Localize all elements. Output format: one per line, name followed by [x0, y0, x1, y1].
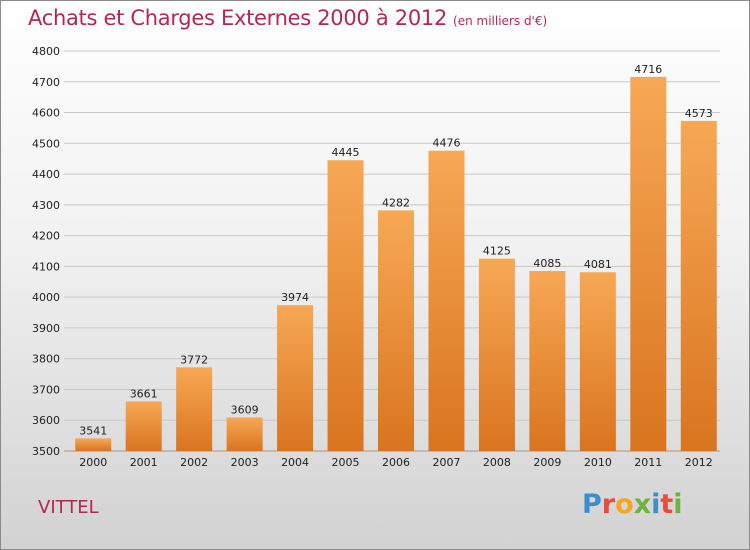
x-tick-label-2006: 2006	[382, 456, 410, 469]
y-tick-label: 3800	[32, 353, 60, 366]
data-label-2008: 4125	[483, 245, 511, 258]
data-label-2001: 3661	[130, 387, 158, 400]
data-label-2006: 4282	[382, 196, 410, 209]
y-tick-label: 4200	[32, 230, 60, 243]
x-tick-label-2003: 2003	[231, 456, 259, 469]
y-tick-label: 4100	[32, 260, 60, 273]
y-tick-label: 3500	[32, 445, 60, 458]
x-tick-label-2004: 2004	[281, 456, 309, 469]
bar-2008[interactable]	[478, 258, 515, 451]
data-label-2000: 3541	[79, 424, 107, 437]
logo-letter: x	[633, 489, 652, 520]
chart-title: Achats et Charges Externes 2000 à 2012 (e…	[28, 6, 547, 30]
x-tick-label-2002: 2002	[180, 456, 208, 469]
y-tick-label: 4700	[32, 76, 60, 89]
bar-2002[interactable]	[176, 367, 213, 451]
data-label-2003: 3609	[231, 403, 259, 416]
x-tick-label-2011: 2011	[634, 456, 662, 469]
bar-2003[interactable]	[226, 417, 263, 451]
x-tick-label-2012: 2012	[685, 456, 713, 469]
x-tick-label-2009: 2009	[533, 456, 561, 469]
bars-layer	[75, 76, 717, 451]
logo-letter: i	[651, 489, 661, 520]
y-tick-label: 4300	[32, 199, 60, 212]
y-tick-label: 4800	[32, 45, 60, 58]
y-tick-label: 4000	[32, 291, 60, 304]
bar-2010[interactable]	[579, 272, 616, 451]
y-tick-label: 4400	[32, 168, 60, 181]
bar-2004[interactable]	[277, 305, 314, 451]
bar-2012[interactable]	[680, 120, 717, 451]
x-tick-label-2008: 2008	[483, 456, 511, 469]
y-tick-label: 4500	[32, 137, 60, 150]
x-tick-label-2005: 2005	[332, 456, 360, 469]
x-tick-label-2001: 2001	[130, 456, 158, 469]
location-label: VITTEL	[38, 497, 99, 518]
data-label-2010: 4081	[584, 258, 612, 271]
data-label-2012: 4573	[685, 107, 713, 120]
data-label-2005: 4445	[332, 146, 360, 159]
y-tick-label: 3700	[32, 383, 60, 396]
y-tick-label: 3600	[32, 414, 60, 427]
chart-subtitle: (en milliers d'€)	[453, 14, 548, 28]
proxiti-logo[interactable]: Proxiti	[582, 489, 683, 520]
bar-2009[interactable]	[529, 271, 566, 451]
bar-2001[interactable]	[125, 401, 162, 451]
data-label-2004: 3974	[281, 291, 309, 304]
bar-2000[interactable]	[75, 438, 112, 451]
bar-2011[interactable]	[630, 76, 667, 451]
logo-letter: t	[660, 489, 674, 520]
logo-letter: o	[615, 489, 634, 520]
logo-letter: i	[673, 489, 683, 520]
y-tick-label: 3900	[32, 322, 60, 335]
logo-letter: r	[601, 489, 616, 520]
data-label-2002: 3772	[180, 353, 208, 366]
x-tick-label-2007: 2007	[432, 456, 460, 469]
y-tick-label: 4600	[32, 107, 60, 120]
data-label-2011: 4716	[634, 63, 662, 76]
x-tick-label-2000: 2000	[79, 456, 107, 469]
labels-layer: 3500 3600 3700 3800 3900 4000 4100 4200 4300 4400…	[32, 45, 713, 469]
bar-2006[interactable]	[378, 210, 414, 451]
chart-title-text: Achats et Charges Externes 2000 à 2012	[28, 6, 448, 30]
data-label-2009: 4085	[533, 257, 561, 270]
x-tick-label-2010: 2010	[584, 456, 612, 469]
logo-letter: P	[582, 489, 602, 520]
bar-2005[interactable]	[327, 160, 364, 451]
data-label-2007: 4476	[432, 137, 460, 150]
bar-2007[interactable]	[428, 150, 465, 451]
